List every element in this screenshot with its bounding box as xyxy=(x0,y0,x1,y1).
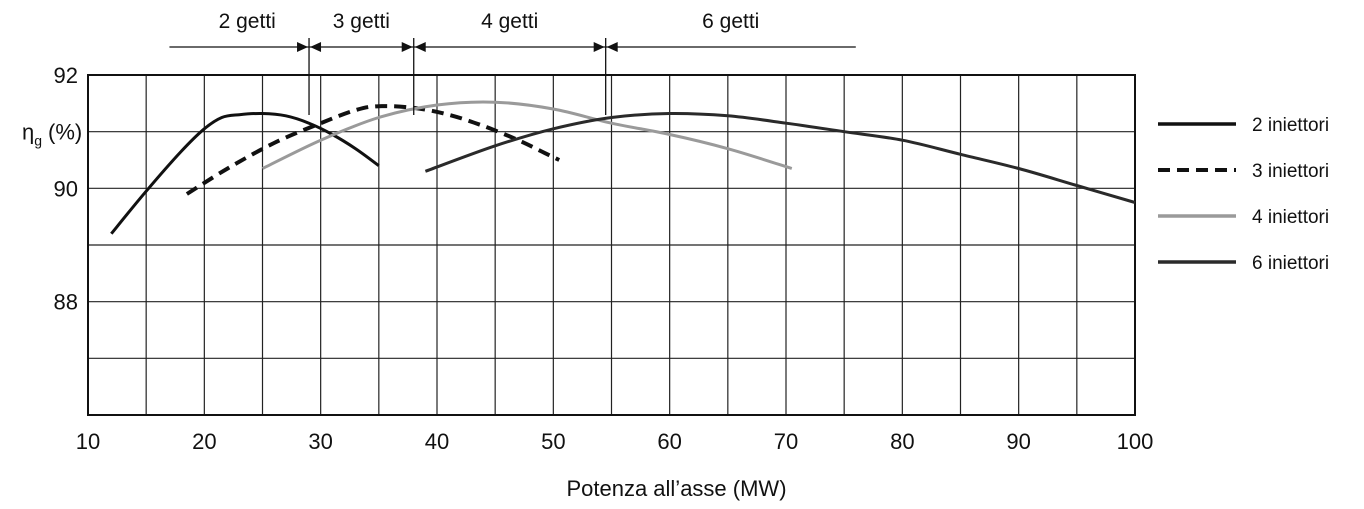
x-tick-label: 80 xyxy=(890,429,914,454)
y-axis-label-symbol: η xyxy=(22,120,34,145)
plot-area-frame xyxy=(87,74,1136,416)
x-axis-ticks: 10 20 30 40 50 60 70 80 90 100 xyxy=(76,429,1154,454)
series-line-4 xyxy=(424,111,1136,204)
x-tick-label: 40 xyxy=(425,429,449,454)
x-tick-label: 70 xyxy=(774,429,798,454)
y-axis-label: ηg (%) xyxy=(22,120,82,149)
series-line-2 xyxy=(185,104,561,196)
series-lines xyxy=(110,100,1136,235)
grid xyxy=(88,75,1135,415)
x-tick-label: 60 xyxy=(657,429,681,454)
y-tick-label: 90 xyxy=(54,176,78,201)
range-arrow-left-3 xyxy=(593,42,605,52)
legend-label-1: 2 iniettori xyxy=(1252,115,1329,136)
x-tick-label: 20 xyxy=(192,429,216,454)
legend-label-3: 4 iniettori xyxy=(1252,207,1329,228)
x-tick-label: 50 xyxy=(541,429,565,454)
legend-label-4: 6 iniettori xyxy=(1252,253,1329,274)
jet-range-annotations: 2 getti 3 getti 4 getti 6 getti xyxy=(169,10,856,115)
y-axis-label-subscript: g xyxy=(34,133,42,149)
x-tick-label: 100 xyxy=(1117,429,1154,454)
range-arrow-left-2 xyxy=(401,42,413,52)
x-axis-label: Potenza all’asse (MW) xyxy=(566,476,786,501)
y-axis-label-unit: (%) xyxy=(48,120,82,145)
range-label-4: 6 getti xyxy=(702,10,759,33)
y-tick-label: 92 xyxy=(54,63,78,88)
range-label-2: 3 getti xyxy=(333,10,390,33)
range-label-3: 4 getti xyxy=(481,10,538,33)
range-label-1: 2 getti xyxy=(219,10,276,33)
y-tick-label: 88 xyxy=(54,290,78,315)
legend: 2 iniettori 3 iniettori 4 iniettori 6 iniet… xyxy=(1158,115,1329,274)
x-tick-label: 90 xyxy=(1006,429,1030,454)
range-arrow-right-3 xyxy=(606,42,618,52)
range-arrow-right-2 xyxy=(414,42,426,52)
range-arrow-right-1 xyxy=(310,42,322,52)
x-tick-label: 30 xyxy=(308,429,332,454)
series-line-3 xyxy=(261,100,793,170)
legend-label-2: 3 iniettori xyxy=(1252,161,1329,182)
y-axis-ticks: 88 90 92 xyxy=(54,63,78,315)
range-arrow-left-1 xyxy=(297,42,309,52)
x-tick-label: 10 xyxy=(76,429,100,454)
